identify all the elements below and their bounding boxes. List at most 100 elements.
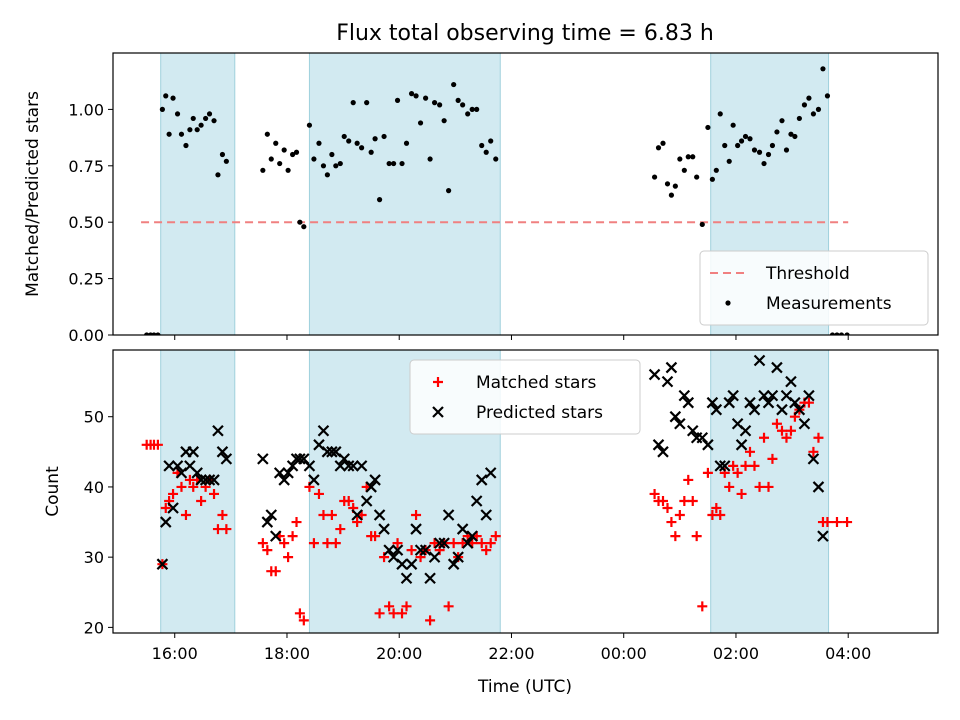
- x-tick-label: 00:00: [601, 644, 647, 663]
- counts-point: [160, 503, 171, 514]
- counts-point: [217, 510, 228, 521]
- x-tick-label: 04:00: [825, 644, 871, 663]
- ratio-point: [198, 122, 204, 128]
- counts-point: [406, 545, 417, 556]
- counts-point: [744, 396, 756, 409]
- counts-point: [321, 446, 334, 458]
- counts-point: [447, 558, 460, 570]
- counts-point: [718, 460, 731, 472]
- counts-point: [278, 474, 290, 486]
- counts-point: [470, 495, 483, 507]
- counts-point: [342, 460, 355, 472]
- counts-point: [405, 558, 418, 570]
- counts-panel: 20 30 40 50 16:00 18:00 20:00 22:00 00:00 02:00 04…: [43, 349, 939, 663]
- counts-point: [771, 418, 782, 429]
- counts-point: [287, 531, 298, 542]
- counts-point: [269, 530, 282, 542]
- ratio-point: [699, 221, 705, 228]
- counts-point: [461, 537, 474, 549]
- counts-point: [220, 453, 233, 465]
- counts-point: [221, 524, 232, 535]
- counts-point: [724, 481, 735, 492]
- ratio-point: [446, 188, 452, 194]
- ratio-legend-label: Measurements: [766, 294, 892, 314]
- counts-point: [776, 403, 788, 416]
- ratio-point: [359, 145, 365, 151]
- ratio-panel: 0.00 0.25 0.50 0.75 1.00 Matched/Predicted st…: [23, 52, 939, 345]
- ratio-point: [174, 111, 181, 117]
- counts-point: [410, 523, 422, 535]
- counts-point: [456, 523, 469, 535]
- ratio-point: [431, 100, 438, 106]
- ratio-point: [301, 224, 307, 230]
- ratio-point: [399, 160, 405, 167]
- ratio-point: [211, 118, 217, 124]
- ratio-point: [751, 147, 758, 153]
- ratio-point: [761, 160, 767, 167]
- ratio-point: [311, 156, 317, 162]
- ratio-point: [337, 160, 343, 167]
- counts-point: [812, 481, 825, 493]
- ratio-point: [738, 138, 745, 144]
- chart-title: Flux total observing time = 6.83 h: [336, 21, 714, 46]
- counts-point: [785, 425, 796, 436]
- counts-point: [261, 516, 274, 528]
- counts-point: [159, 516, 172, 528]
- counts-point: [401, 601, 412, 612]
- ratio-point: [820, 66, 826, 72]
- counts-point: [817, 530, 829, 542]
- ratio-point: [178, 131, 185, 137]
- counts-point: [748, 403, 761, 416]
- ratio-point: [155, 332, 161, 335]
- counts-point: [753, 354, 766, 367]
- counts-point: [739, 424, 752, 437]
- counts-point: [400, 572, 413, 585]
- ratio-point: [806, 95, 812, 101]
- x-tick-label: 20:00: [376, 644, 422, 663]
- ratio-point: [316, 140, 322, 146]
- ratio-point: [203, 115, 209, 122]
- ratio-point: [838, 332, 845, 335]
- ratio-point: [223, 158, 229, 164]
- ratio-point: [268, 156, 274, 162]
- counts-point: [798, 417, 811, 430]
- ratio-point: [483, 149, 489, 155]
- ratio-point: [722, 142, 728, 149]
- ratio-point: [474, 106, 480, 112]
- ratio-point: [651, 174, 658, 180]
- ratio-point: [455, 97, 461, 103]
- ratio-point: [364, 100, 370, 106]
- ratio-point: [381, 133, 387, 140]
- ratio-shaded-interval: [160, 52, 236, 336]
- counts-point: [670, 531, 681, 542]
- counts-shaded-interval: [160, 349, 236, 634]
- counts-point: [365, 481, 377, 493]
- counts-point: [308, 474, 320, 486]
- counts-point: [369, 474, 381, 486]
- counts-point: [723, 396, 736, 409]
- ratio-point: [788, 131, 794, 137]
- ratio-point: [260, 167, 266, 173]
- counts-point: [334, 460, 347, 472]
- counts-point: [360, 495, 373, 507]
- counts-point: [678, 389, 691, 402]
- counts-point: [373, 509, 386, 521]
- counts-point: [767, 453, 778, 464]
- counts-point: [212, 424, 224, 437]
- counts-point: [736, 488, 747, 499]
- ratio-point: [713, 167, 719, 173]
- ratio-point: [834, 332, 840, 335]
- ratio-point: [413, 93, 419, 99]
- counts-point: [490, 531, 501, 542]
- counts-point: [442, 509, 455, 521]
- counts-point: [715, 510, 726, 521]
- ratio-point: [441, 118, 447, 124]
- counts-point: [822, 517, 833, 528]
- counts-point: [480, 509, 492, 521]
- counts-point: [352, 517, 363, 528]
- ratio-point: [368, 149, 374, 155]
- counts-point: [674, 417, 686, 430]
- ratio-point: [479, 142, 485, 149]
- ratio-point: [655, 145, 662, 151]
- ratio-point: [346, 138, 352, 144]
